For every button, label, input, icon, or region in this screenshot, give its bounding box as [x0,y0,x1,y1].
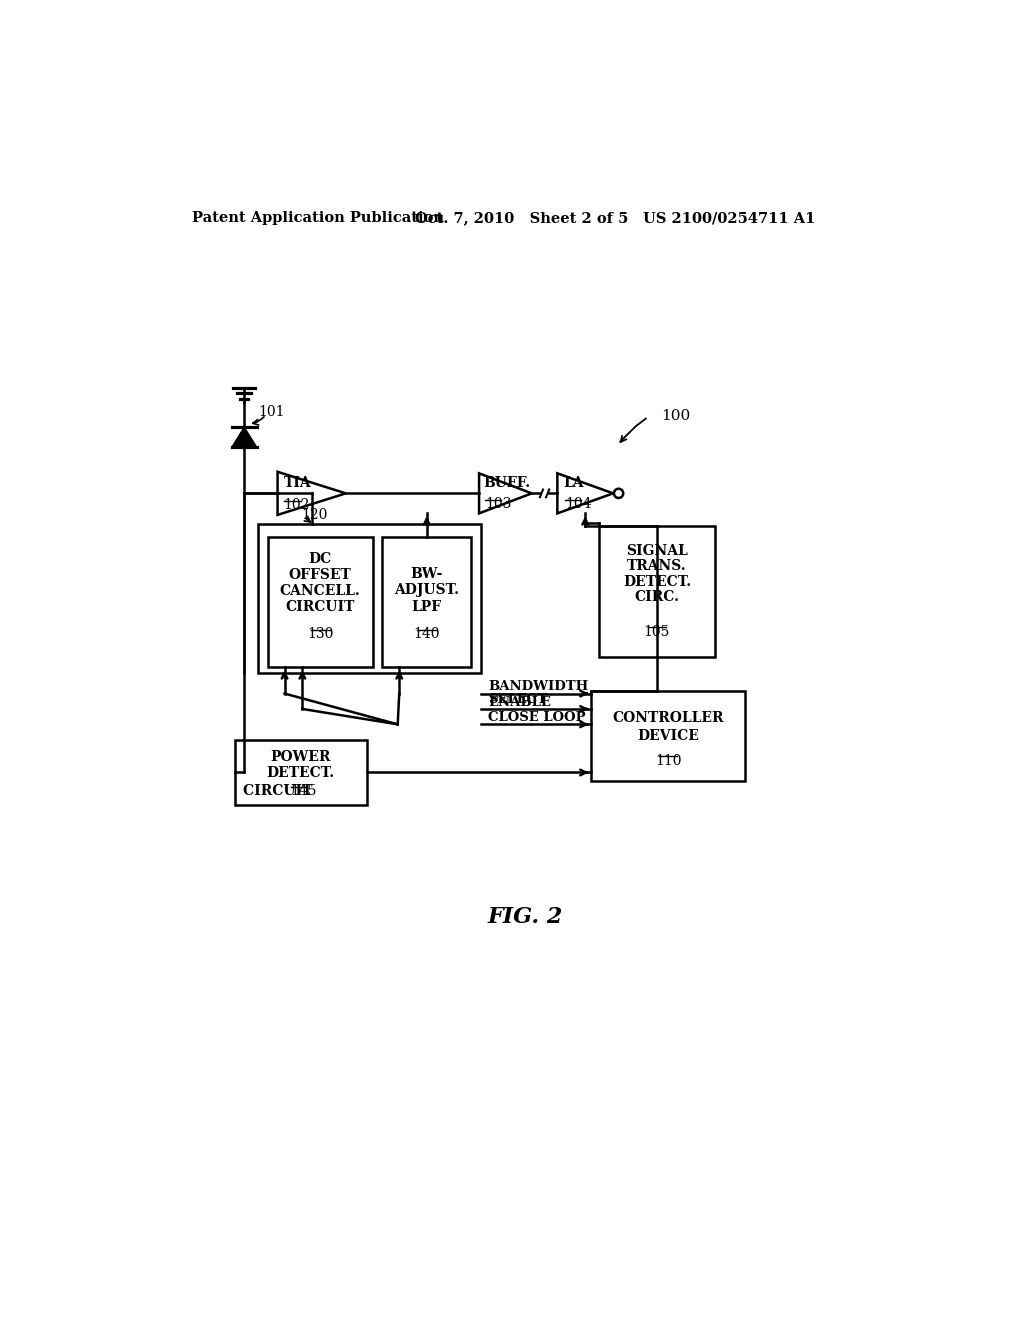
Text: DETECT.: DETECT. [623,576,691,589]
Text: 110: 110 [655,754,681,767]
Text: 102: 102 [284,498,310,512]
Text: CLOSE LOOP: CLOSE LOOP [488,711,586,723]
Polygon shape [258,524,480,673]
Text: 103: 103 [485,498,512,511]
Text: 101: 101 [258,405,285,420]
Text: TIA: TIA [284,475,311,490]
Text: BW-: BW- [411,568,443,581]
Text: 145: 145 [291,784,317,799]
Text: ENABLE: ENABLE [488,696,551,709]
Text: SELECT: SELECT [488,693,548,706]
Text: BANDWIDTH: BANDWIDTH [488,680,589,693]
Text: 120: 120 [301,508,328,521]
Polygon shape [557,474,613,513]
Polygon shape [267,537,373,667]
Polygon shape [599,527,715,657]
Polygon shape [231,428,257,447]
Text: Patent Application Publication: Patent Application Publication [191,211,443,226]
Text: SIGNAL: SIGNAL [626,544,688,558]
Polygon shape [592,692,744,780]
Text: TRANS.: TRANS. [627,560,687,573]
Text: 140: 140 [414,627,440,642]
Polygon shape [278,471,346,515]
Text: DEVICE: DEVICE [637,729,699,743]
Text: LA: LA [563,477,584,490]
Text: BUFF.: BUFF. [483,477,530,490]
Text: DETECT.: DETECT. [267,766,335,780]
Text: CIRCUIT: CIRCUIT [243,784,317,799]
Text: US 2100/0254711 A1: US 2100/0254711 A1 [643,211,816,226]
Text: 105: 105 [644,624,670,639]
Text: CONTROLLER: CONTROLLER [612,711,724,725]
Polygon shape [479,474,531,513]
Text: FIG. 2: FIG. 2 [487,906,562,928]
Text: CIRCUIT: CIRCUIT [286,601,355,614]
Text: DC: DC [308,552,332,566]
Text: POWER: POWER [270,751,331,764]
Text: CANCELL.: CANCELL. [280,585,360,598]
Text: OFFSET: OFFSET [289,568,351,582]
Text: ADJUST.: ADJUST. [394,583,459,598]
Text: CIRC.: CIRC. [635,590,680,605]
Text: 130: 130 [307,627,334,642]
Polygon shape [382,537,471,667]
Text: 100: 100 [662,409,690,424]
Polygon shape [234,739,367,805]
Text: Oct. 7, 2010   Sheet 2 of 5: Oct. 7, 2010 Sheet 2 of 5 [415,211,628,226]
Text: LPF: LPF [412,599,441,614]
Text: 104: 104 [565,498,592,511]
